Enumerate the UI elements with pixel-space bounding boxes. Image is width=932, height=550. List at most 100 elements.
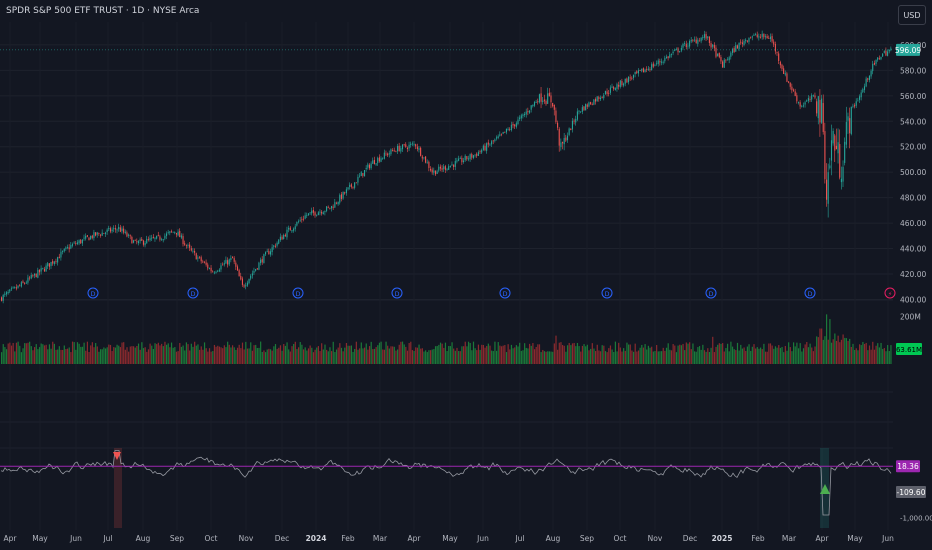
volume-bar <box>781 346 783 364</box>
volume-bar <box>802 348 805 364</box>
volume-bar <box>200 346 202 364</box>
candle-body <box>639 70 641 71</box>
candle-body <box>517 119 519 125</box>
candle-body <box>652 63 654 67</box>
volume-bar <box>10 345 13 364</box>
candle-body <box>86 235 88 237</box>
candle-body <box>708 36 710 43</box>
candle-body <box>76 242 78 244</box>
candle-body <box>197 257 199 259</box>
candle-body <box>326 206 328 211</box>
candle-body <box>520 115 522 119</box>
volume-bar <box>603 345 605 364</box>
volume-bar <box>731 346 734 364</box>
volume-bar <box>307 348 310 364</box>
candle-body <box>859 96 861 100</box>
volume-bar <box>552 351 554 364</box>
volume-bar <box>339 343 341 364</box>
volume-bar <box>524 343 526 364</box>
volume-bar <box>37 349 39 364</box>
candle-body <box>88 237 90 241</box>
volume-bar <box>571 343 574 364</box>
candle-body <box>152 236 154 239</box>
candle-body <box>35 273 37 278</box>
candle-body <box>588 102 590 107</box>
candle-body <box>400 148 402 152</box>
volume-bar <box>647 345 649 364</box>
candle-body <box>398 145 400 152</box>
candle-body <box>735 45 737 52</box>
candle-body <box>872 63 874 72</box>
candle-body <box>771 36 773 42</box>
candle-body <box>27 277 29 283</box>
volume-bar <box>872 341 874 364</box>
candle-body <box>552 102 554 107</box>
candle-body <box>301 218 303 220</box>
candle-body <box>677 48 679 53</box>
volume-bar <box>4 347 6 364</box>
candle-body <box>332 206 334 208</box>
candle-body <box>830 140 833 161</box>
price-axis-label: 480.00 <box>900 194 926 203</box>
volume-bar <box>685 342 687 364</box>
volume-bar <box>317 346 319 364</box>
candle-body <box>504 131 506 133</box>
dividend-marker-label: D <box>502 290 507 298</box>
candle-body <box>167 232 169 234</box>
volume-bar <box>22 348 24 364</box>
volume-bar <box>96 346 98 364</box>
candle-body <box>484 145 486 151</box>
candle-body <box>166 233 168 236</box>
volume-bar <box>461 346 463 364</box>
volume-bar <box>545 351 547 364</box>
candle-body <box>644 69 646 73</box>
volume-bar <box>591 343 593 364</box>
candle-body <box>321 211 323 214</box>
candle-body <box>80 239 82 244</box>
volume-bar <box>161 343 163 364</box>
candle-body <box>604 90 606 95</box>
candle-body <box>248 278 250 284</box>
volume-bar <box>104 348 107 364</box>
currency-button[interactable]: USD <box>898 5 926 25</box>
candle-body <box>492 140 494 142</box>
volume-bar <box>177 351 179 364</box>
volume-bar <box>410 341 412 364</box>
volume-bar <box>243 349 245 364</box>
volume-bar <box>225 347 227 364</box>
volume-bar <box>510 344 513 364</box>
candle-body <box>814 95 816 98</box>
candle-body <box>558 128 560 146</box>
candle-body <box>776 52 778 54</box>
volume-bar <box>608 348 610 364</box>
volume-bar <box>5 349 8 364</box>
volume-bar <box>822 339 824 364</box>
volume-bar <box>865 342 867 364</box>
volume-bar <box>474 348 476 364</box>
candle-body <box>227 260 229 265</box>
candle-body <box>728 57 730 61</box>
dividend-marker-icon <box>292 287 304 299</box>
candle-body <box>562 142 564 144</box>
candle-body <box>245 285 247 287</box>
candle-body <box>827 172 829 204</box>
candle-body <box>62 251 64 252</box>
candle-body <box>286 229 288 238</box>
volume-bar <box>697 347 699 364</box>
time-axis-label: Jun <box>69 534 82 543</box>
candle-body <box>489 144 491 146</box>
volume-bar <box>494 341 496 364</box>
volume-bar <box>344 347 346 364</box>
volume-bar <box>88 351 90 364</box>
volume-bar <box>251 350 253 364</box>
volume-bar <box>459 351 461 364</box>
candle-body <box>52 261 54 264</box>
candle-body <box>619 80 621 87</box>
volume-bar <box>657 351 659 364</box>
candle-body <box>232 257 234 259</box>
time-axis-label: May <box>32 534 48 543</box>
volume-bar <box>548 351 550 364</box>
volume-bar <box>466 346 468 364</box>
candle-body <box>687 45 689 47</box>
